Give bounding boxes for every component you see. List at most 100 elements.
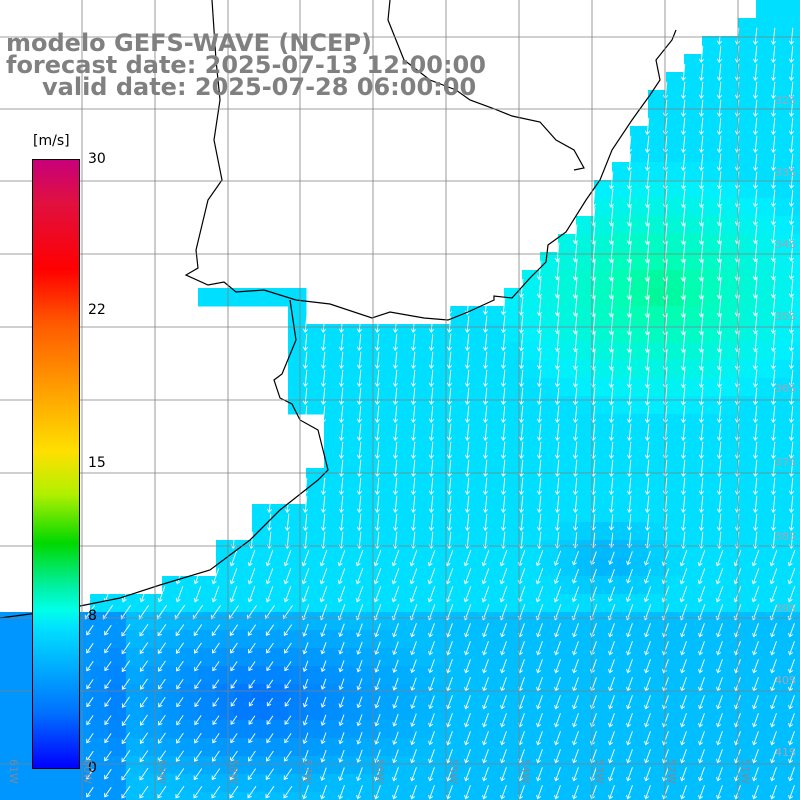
speed-cell bbox=[540, 666, 559, 685]
wind-arrow bbox=[139, 642, 149, 655]
speed-cell bbox=[342, 486, 361, 505]
speed-cell bbox=[612, 396, 631, 415]
wind-arrow bbox=[319, 550, 328, 567]
wind-arrow bbox=[337, 568, 346, 585]
speed-cell bbox=[630, 540, 649, 559]
speed-cell bbox=[576, 576, 595, 595]
speed-cell bbox=[270, 540, 289, 559]
speed-cell bbox=[162, 702, 181, 721]
speed-cell bbox=[594, 270, 613, 289]
speed-cell bbox=[306, 342, 325, 361]
speed-cell bbox=[504, 342, 523, 361]
wind-arrow bbox=[319, 586, 328, 603]
wind-arrow bbox=[374, 731, 381, 745]
speed-cell bbox=[306, 378, 325, 397]
wind-arrow bbox=[554, 405, 561, 423]
speed-cell bbox=[378, 684, 397, 703]
wind-arrow bbox=[464, 333, 471, 351]
speed-cell bbox=[702, 54, 721, 73]
wind-arrow bbox=[626, 153, 633, 172]
wind-arrow bbox=[482, 623, 489, 638]
wind-arrow bbox=[698, 641, 705, 656]
speed-cell bbox=[756, 540, 775, 559]
wind-arrow bbox=[356, 441, 363, 459]
wind-arrow bbox=[716, 731, 723, 746]
wind-arrow bbox=[104, 768, 112, 780]
speed-cell bbox=[774, 486, 793, 505]
speed-cell bbox=[414, 576, 433, 595]
wind-arrow bbox=[752, 785, 759, 800]
speed-cell bbox=[540, 738, 559, 757]
wind-arrow bbox=[554, 423, 561, 441]
wind-arrow bbox=[536, 459, 543, 477]
wind-arrow bbox=[572, 623, 579, 638]
speed-cell bbox=[648, 90, 667, 109]
speed-cell bbox=[450, 702, 469, 721]
wind-arrow bbox=[788, 189, 795, 207]
speed-cell bbox=[486, 666, 505, 685]
wind-arrow bbox=[338, 660, 345, 673]
speed-cell bbox=[666, 234, 685, 253]
speed-cell bbox=[774, 684, 793, 703]
wind-arrow bbox=[752, 513, 759, 531]
wind-arrow bbox=[644, 749, 651, 764]
speed-cell bbox=[432, 594, 451, 613]
speed-cell bbox=[738, 522, 757, 541]
speed-cell bbox=[702, 720, 721, 739]
wind-arrow bbox=[445, 586, 454, 603]
speed-cell bbox=[558, 738, 577, 757]
speed-cell bbox=[666, 720, 685, 739]
speed-cell bbox=[18, 720, 37, 739]
wind-arrow bbox=[752, 495, 759, 513]
wind-arrow bbox=[104, 624, 112, 636]
speed-cell bbox=[774, 36, 793, 55]
speed-cell bbox=[360, 468, 379, 487]
speed-cell bbox=[792, 342, 800, 361]
wind-arrow bbox=[554, 459, 561, 477]
speed-cell bbox=[180, 666, 199, 685]
wind-arrow bbox=[662, 713, 669, 728]
speed-cell bbox=[702, 252, 721, 271]
speed-cell bbox=[306, 360, 325, 379]
wind-arrow bbox=[716, 767, 723, 782]
speed-cell bbox=[126, 684, 145, 703]
wind-arrow bbox=[338, 387, 345, 405]
speed-cell bbox=[288, 360, 307, 379]
speed-cell bbox=[558, 414, 577, 433]
speed-cell bbox=[540, 504, 559, 523]
wind-arrow bbox=[770, 153, 777, 171]
wind-arrow bbox=[788, 243, 794, 262]
wind-arrow bbox=[788, 459, 795, 477]
speed-cell bbox=[432, 720, 451, 739]
speed-cell bbox=[738, 432, 757, 451]
wind-arrow bbox=[698, 749, 705, 764]
wind-arrow bbox=[608, 368, 614, 388]
wind-arrow bbox=[788, 296, 794, 316]
speed-cell bbox=[756, 486, 775, 505]
speed-cell bbox=[612, 450, 631, 469]
wind-arrow bbox=[392, 749, 399, 764]
wind-arrow bbox=[770, 81, 777, 99]
speed-cell bbox=[720, 180, 739, 199]
wind-arrow bbox=[626, 188, 632, 208]
speed-cell bbox=[306, 324, 325, 343]
wind-arrow bbox=[446, 785, 453, 800]
wind-arrow bbox=[356, 333, 363, 351]
speed-cell bbox=[378, 738, 397, 757]
wind-arrow bbox=[356, 731, 363, 745]
speed-cell bbox=[504, 576, 523, 595]
wind-arrow bbox=[770, 332, 776, 352]
speed-cell bbox=[468, 342, 487, 361]
speed-cell bbox=[432, 648, 451, 667]
speed-cell bbox=[522, 774, 541, 793]
speed-cell bbox=[738, 558, 757, 577]
speed-cell bbox=[666, 504, 685, 523]
wind-arrow bbox=[140, 714, 148, 726]
wind-arrow bbox=[716, 81, 723, 99]
wind-arrow bbox=[698, 477, 705, 495]
speed-cell bbox=[306, 756, 325, 775]
wind-arrow bbox=[770, 99, 777, 117]
speed-cell bbox=[720, 540, 739, 559]
wind-arrow bbox=[266, 715, 274, 725]
speed-cell bbox=[468, 720, 487, 739]
